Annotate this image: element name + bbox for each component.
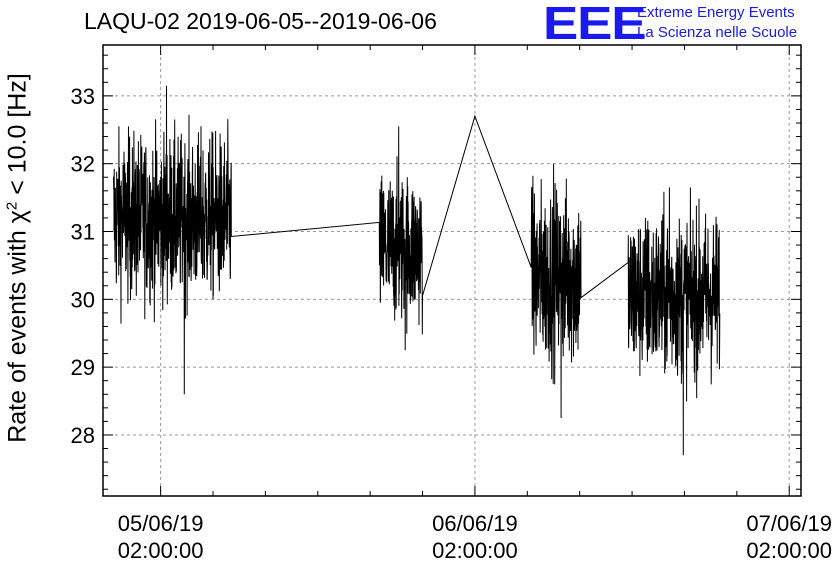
rate-series-line xyxy=(113,85,721,456)
x-tick-label-date: 06/06/19 xyxy=(432,511,518,536)
y-tick-label: 29 xyxy=(71,355,95,380)
logo-caption: Extreme Energy Events La Scienza nelle S… xyxy=(637,3,797,43)
y-tick-label: 30 xyxy=(71,287,95,312)
x-tick-label-time: 02:00:00 xyxy=(118,538,204,563)
logo-caption-line2: La Scienza nelle Scuole xyxy=(637,24,798,41)
chart-title: LAQU-02 2019-06-05--2019-06-06 xyxy=(84,8,437,34)
x-tick-label-time: 02:00:00 xyxy=(432,538,518,563)
x-tick-label-date: 07/06/19 xyxy=(746,511,832,536)
y-tick-label: 33 xyxy=(71,84,95,109)
x-tick-label-time: 02:00:00 xyxy=(746,538,832,563)
logo-caption-line1: Extreme Energy Events xyxy=(637,4,795,21)
y-tick-label: 32 xyxy=(71,152,95,177)
eee-logo: EEE xyxy=(543,0,647,49)
plot-frame xyxy=(102,44,802,497)
y-tick-label: 28 xyxy=(71,423,95,448)
x-tick-label-date: 05/06/19 xyxy=(118,511,204,536)
y-tick-label: 31 xyxy=(71,220,95,245)
